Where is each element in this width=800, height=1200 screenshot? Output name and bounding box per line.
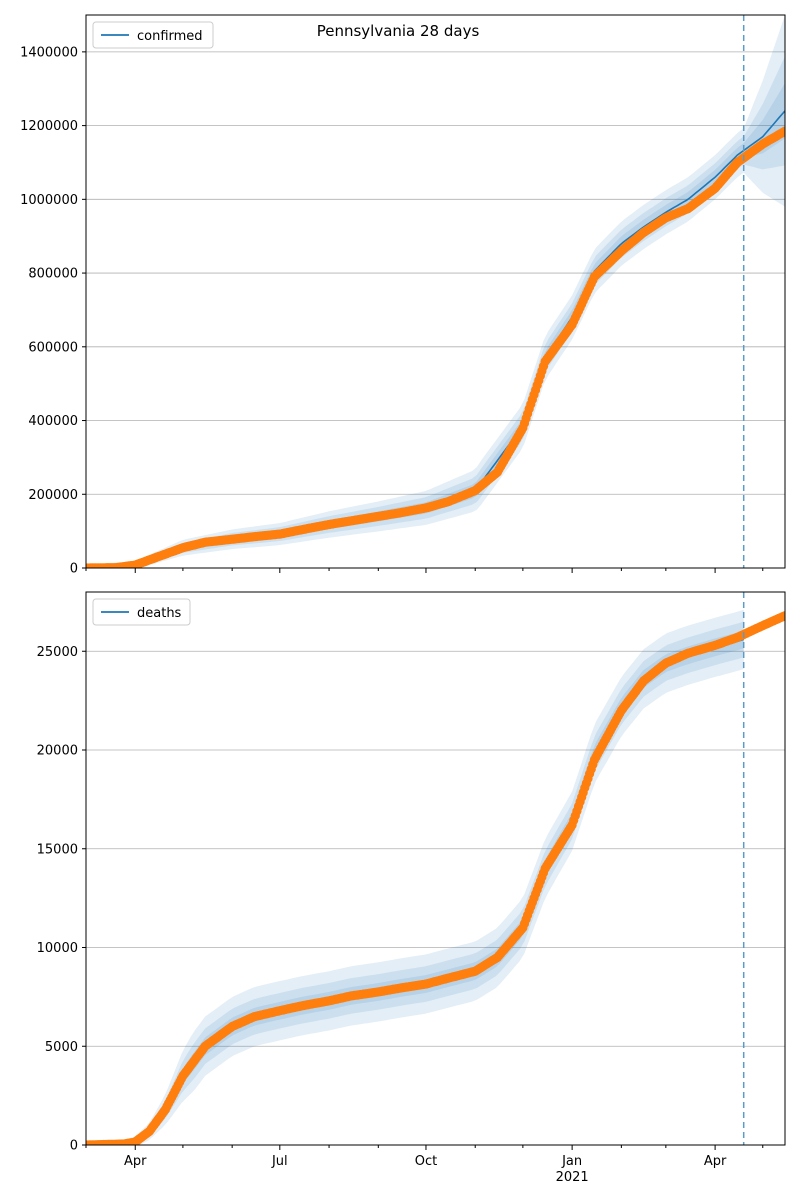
y-tick-label: 10000 — [37, 941, 78, 956]
y-tick-label: 15000 — [37, 842, 78, 857]
chart-panels: 0200000400000600000800000100000012000001… — [20, 14, 786, 1185]
y-tick-label: 200000 — [28, 488, 78, 503]
plot-area — [86, 15, 785, 568]
y-tick-label: 20000 — [37, 744, 78, 759]
legend-box — [92, 598, 191, 626]
plot-area — [86, 609, 785, 1145]
y-tick-label: 1000000 — [20, 193, 78, 208]
y-tick-label: 600000 — [28, 340, 78, 355]
observed-points — [86, 611, 785, 1145]
legend: deaths — [92, 598, 191, 626]
y-tick-label: 25000 — [37, 645, 78, 660]
x-tick-sublabel: 2021 — [556, 1170, 589, 1185]
observed-points — [86, 126, 785, 568]
y-tick-label: 800000 — [28, 267, 78, 282]
y-tick-label: 1200000 — [20, 119, 78, 134]
x-tick-label: Apr — [704, 1154, 727, 1169]
x-tick-label: Apr — [124, 1154, 147, 1169]
uncertainty-band-1 — [86, 15, 785, 568]
y-tick-label: 5000 — [45, 1040, 78, 1055]
plot-frame — [85, 591, 786, 1146]
legend-box — [92, 21, 214, 49]
figure-title: Pennsylvania 28 days — [317, 22, 480, 40]
x-tick-label: Jan — [561, 1154, 582, 1169]
legend-label: deaths — [137, 606, 182, 621]
chart-panel-confirmed: 0 200000 400000 600000 800000 1000000 1200000 1… — [20, 14, 786, 577]
uncertainty-band-1 — [86, 609, 744, 1145]
x-tick-label: Oct — [415, 1154, 437, 1169]
chart-panel-deaths: 0 5000 10000 15000 20000 25000 Apr Jul Oct Jan202… — [37, 591, 786, 1185]
x-tick-label: Jul — [271, 1154, 288, 1169]
observed-point — [780, 611, 785, 621]
y-tick-label: 400000 — [28, 414, 78, 429]
observed-point — [780, 126, 785, 136]
y-tick-label: 1400000 — [20, 45, 78, 60]
y-tick-label: 0 — [70, 1139, 78, 1154]
legend: confirmed — [92, 21, 214, 49]
legend-label: confirmed — [137, 29, 203, 44]
y-tick-label: 0 — [70, 562, 78, 577]
plot-frame — [85, 14, 786, 569]
